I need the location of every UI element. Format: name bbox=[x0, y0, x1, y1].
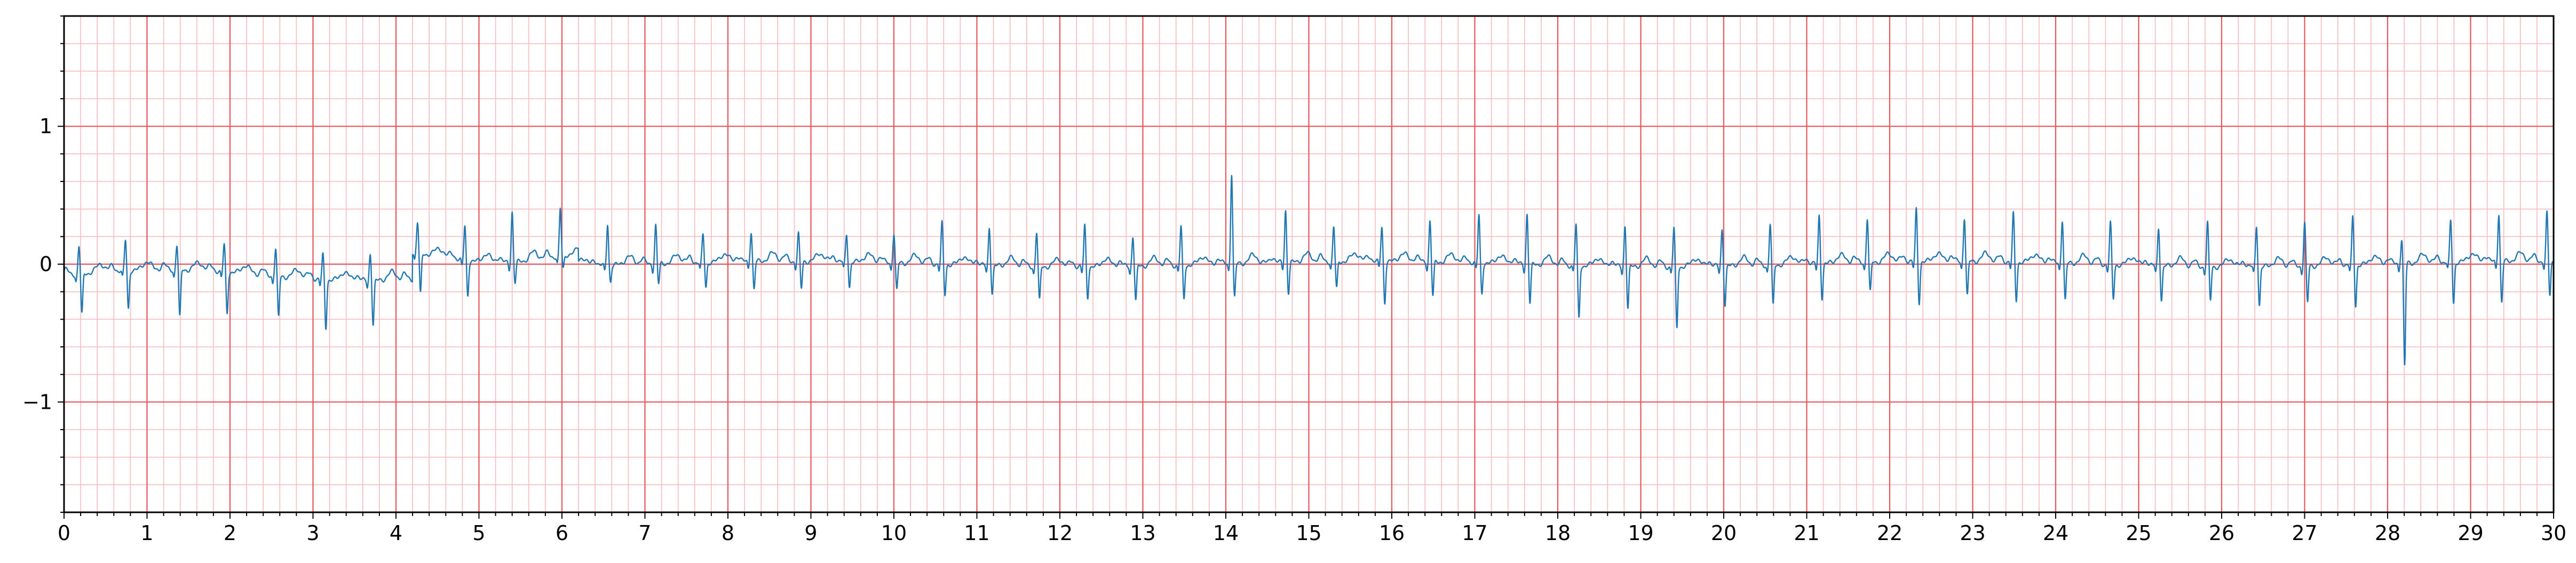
x-tick-label: 8 bbox=[722, 521, 734, 545]
y-tick-label: −1 bbox=[22, 390, 52, 414]
ecg-signal-line bbox=[63, 175, 2555, 366]
x-tick-label: 10 bbox=[881, 521, 907, 545]
x-axis-ticks: 0 1 2 3 4 5 6 7 8 9 10 11 12 13 14 15 16 17 18 19 20 21 22 23 24… bbox=[58, 512, 2566, 545]
x-tick-label: 12 bbox=[1047, 521, 1073, 545]
x-tick-label: 21 bbox=[1794, 521, 1819, 545]
x-tick-label: 26 bbox=[2209, 521, 2234, 545]
x-tick-label: 18 bbox=[1545, 521, 1571, 545]
x-tick-label: 16 bbox=[1379, 521, 1405, 545]
x-tick-label: 23 bbox=[1960, 521, 1985, 545]
x-tick-label: 7 bbox=[638, 521, 651, 545]
x-tick-label: 15 bbox=[1296, 521, 1321, 545]
x-tick-label: 1 bbox=[140, 521, 153, 545]
y-tick-label: 0 bbox=[39, 252, 52, 276]
x-tick-label: 25 bbox=[2126, 521, 2151, 545]
y-tick-label: 1 bbox=[39, 115, 52, 138]
x-tick-label: 14 bbox=[1213, 521, 1239, 545]
x-tick-label: 13 bbox=[1130, 521, 1155, 545]
x-tick-label: 29 bbox=[2458, 521, 2483, 545]
x-tick-label: 20 bbox=[1711, 521, 1737, 545]
x-tick-label: 6 bbox=[556, 521, 568, 545]
x-tick-label: 27 bbox=[2292, 521, 2317, 545]
major-grid bbox=[63, 16, 2555, 512]
x-tick-label: 0 bbox=[58, 521, 70, 545]
x-tick-label: 3 bbox=[306, 521, 319, 545]
y-axis-ticks: 1 0 −1 bbox=[22, 15, 64, 513]
x-tick-label: 5 bbox=[472, 521, 485, 545]
x-tick-label: 2 bbox=[224, 521, 236, 545]
x-tick-label: 19 bbox=[1628, 521, 1653, 545]
x-tick-label: 11 bbox=[964, 521, 989, 545]
x-tick-label: 22 bbox=[1877, 521, 1903, 545]
x-tick-label: 9 bbox=[804, 521, 817, 545]
x-tick-label: 24 bbox=[2043, 521, 2068, 545]
x-tick-label: 28 bbox=[2375, 521, 2400, 545]
x-tick-label: 30 bbox=[2541, 521, 2566, 545]
x-tick-label: 17 bbox=[1462, 521, 1487, 545]
x-tick-label: 4 bbox=[390, 521, 402, 545]
